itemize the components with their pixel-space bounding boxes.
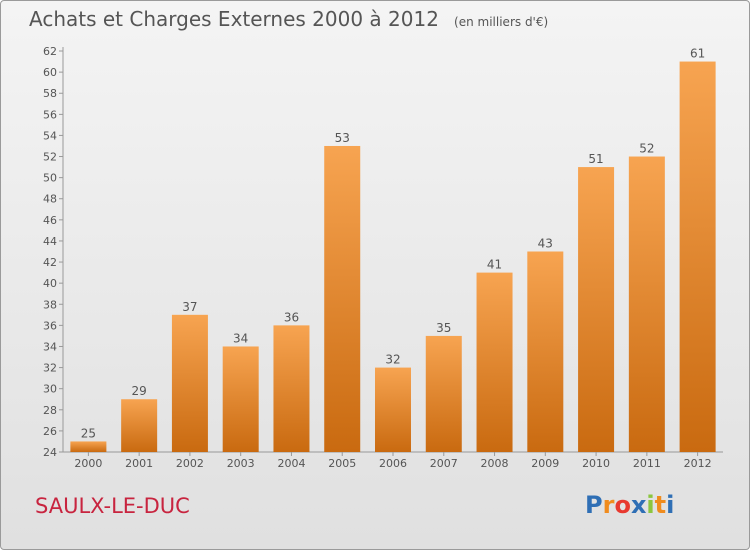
data-label: 41 [487, 258, 502, 272]
title-unit: (en milliers d'€) [454, 15, 549, 29]
y-tick-label: 32 [43, 362, 57, 375]
data-label: 37 [182, 300, 197, 314]
y-tick-label: 42 [43, 256, 57, 269]
data-label: 51 [588, 152, 603, 166]
bar [273, 325, 310, 452]
data-label: 29 [132, 384, 147, 398]
y-tick-label: 60 [43, 66, 57, 79]
proxiti-logo: Proxiti [585, 491, 674, 519]
y-tick-label: 28 [43, 404, 57, 417]
logo-letter: x [630, 491, 647, 519]
data-label: 25 [81, 426, 96, 440]
data-label: 35 [436, 321, 451, 335]
x-tick-label: 2004 [277, 457, 305, 470]
chart-title: Achats et Charges Externes 2000 à 2012 (… [29, 7, 548, 31]
bar [171, 314, 208, 452]
x-tick-label: 2003 [227, 457, 255, 470]
bar [70, 441, 107, 452]
data-label: 34 [233, 331, 248, 345]
x-tick-label: 2009 [531, 457, 559, 470]
y-tick-label: 26 [43, 425, 57, 438]
bar [375, 367, 411, 452]
y-tick-label: 58 [43, 87, 57, 100]
logo-letter: i [666, 491, 675, 519]
x-tick-label: 2001 [125, 457, 153, 470]
data-label: 32 [385, 353, 400, 367]
y-tick-label: 46 [43, 214, 57, 227]
x-tick-label: 2006 [379, 457, 407, 470]
x-tick-label: 2011 [633, 457, 661, 470]
x-tick-label: 2002 [176, 457, 204, 470]
y-tick-label: 48 [43, 193, 57, 206]
y-tick-label: 54 [43, 129, 57, 142]
x-tick-label: 2007 [430, 457, 458, 470]
y-tick-label: 24 [43, 446, 57, 459]
logo-letter: i [646, 491, 655, 519]
commune-name: SAULX-LE-DUC [35, 494, 190, 518]
bar [628, 156, 665, 453]
data-label: 36 [284, 310, 299, 324]
x-tick-label: 2010 [582, 457, 610, 470]
bar [121, 399, 158, 452]
data-label: 53 [335, 131, 350, 145]
x-tick-label: 2005 [328, 457, 356, 470]
bar [679, 61, 716, 452]
data-label: 43 [538, 237, 553, 251]
y-tick-label: 50 [43, 172, 57, 185]
x-tick-label: 2000 [74, 457, 102, 470]
bar [425, 335, 462, 452]
bar [578, 167, 615, 452]
y-tick-label: 36 [43, 319, 57, 332]
y-tick-label: 62 [43, 45, 57, 58]
logo-letter: P [585, 491, 603, 519]
data-label: 61 [690, 47, 705, 61]
bar [324, 145, 361, 452]
bar [527, 251, 564, 452]
y-tick-label: 34 [43, 340, 57, 353]
data-label: 52 [639, 142, 654, 156]
x-tick-label: 2012 [684, 457, 712, 470]
bar [476, 272, 513, 452]
y-tick-label: 40 [43, 277, 57, 290]
logo-letter: o [614, 491, 631, 519]
bar [222, 346, 259, 452]
x-tick-label: 2008 [481, 457, 509, 470]
y-tick-label: 38 [43, 298, 57, 311]
y-tick-label: 44 [43, 235, 57, 248]
y-tick-label: 56 [43, 108, 57, 121]
logo-letter: t [654, 491, 667, 519]
title-text: Achats et Charges Externes 2000 à 2012 [29, 7, 439, 31]
y-tick-label: 52 [43, 151, 57, 164]
y-tick-label: 30 [43, 383, 57, 396]
logo-letter: r [602, 491, 615, 519]
